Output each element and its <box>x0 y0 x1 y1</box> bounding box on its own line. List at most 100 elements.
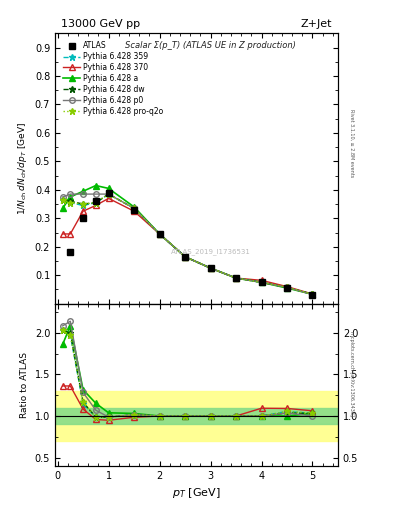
Pythia 6.428 pro-q2o <box>208 265 213 271</box>
Pythia 6.428 dw <box>183 253 187 260</box>
Pythia 6.428 p0 <box>68 191 73 197</box>
Pythia 6.428 370 <box>106 195 111 201</box>
Pythia 6.428 359 <box>234 275 239 281</box>
Pythia 6.428 pro-q2o <box>310 291 315 297</box>
Pythia 6.428 dw <box>285 284 289 290</box>
Pythia 6.428 359 <box>310 291 315 297</box>
Text: Scalar Σ(p_T) (ATLAS UE in Z production): Scalar Σ(p_T) (ATLAS UE in Z production) <box>125 41 296 50</box>
Pythia 6.428 370 <box>285 284 289 290</box>
Pythia 6.428 pro-q2o <box>157 231 162 237</box>
Pythia 6.428 370 <box>208 265 213 271</box>
Pythia 6.428 dw <box>259 279 264 285</box>
Pythia 6.428 370 <box>259 278 264 284</box>
Pythia 6.428 370 <box>132 208 136 214</box>
Pythia 6.428 a <box>60 205 65 211</box>
Pythia 6.428 p0 <box>60 194 65 200</box>
Pythia 6.428 370 <box>183 253 187 260</box>
Pythia 6.428 pro-q2o <box>234 275 239 281</box>
Pythia 6.428 dw <box>68 198 73 204</box>
Pythia 6.428 p0 <box>285 284 289 290</box>
Pythia 6.428 pro-q2o <box>259 279 264 285</box>
ATLAS <box>183 253 187 260</box>
Pythia 6.428 p0 <box>132 205 136 211</box>
Pythia 6.428 pro-q2o <box>106 191 111 197</box>
Legend: ATLAS, Pythia 6.428 359, Pythia 6.428 370, Pythia 6.428 a, Pythia 6.428 dw, Pyth: ATLAS, Pythia 6.428 359, Pythia 6.428 37… <box>62 40 165 117</box>
Pythia 6.428 370 <box>234 275 239 281</box>
Pythia 6.428 a <box>234 275 239 281</box>
Pythia 6.428 pro-q2o <box>183 253 187 260</box>
Pythia 6.428 p0 <box>259 279 264 285</box>
ATLAS <box>94 198 98 204</box>
Pythia 6.428 359 <box>259 279 264 285</box>
Pythia 6.428 359 <box>68 200 73 206</box>
Pythia 6.428 a <box>157 231 162 237</box>
Pythia 6.428 dw <box>60 197 65 203</box>
Line: Pythia 6.428 a: Pythia 6.428 a <box>60 182 316 297</box>
Pythia 6.428 a <box>208 265 213 271</box>
Pythia 6.428 359 <box>285 284 289 290</box>
Pythia 6.428 pro-q2o <box>132 205 136 211</box>
ATLAS <box>157 231 162 237</box>
Pythia 6.428 dw <box>94 200 98 206</box>
ATLAS <box>285 285 289 291</box>
ATLAS <box>106 189 111 196</box>
Pythia 6.428 a <box>68 194 73 200</box>
Pythia 6.428 370 <box>60 231 65 237</box>
Pythia 6.428 370 <box>81 208 85 214</box>
Pythia 6.428 370 <box>94 202 98 208</box>
Pythia 6.428 pro-q2o <box>68 200 73 206</box>
ATLAS <box>68 249 73 255</box>
Pythia 6.428 359 <box>183 253 187 260</box>
Line: Pythia 6.428 359: Pythia 6.428 359 <box>59 190 316 298</box>
Pythia 6.428 359 <box>94 200 98 206</box>
Pythia 6.428 a <box>132 204 136 210</box>
Pythia 6.428 p0 <box>183 253 187 260</box>
Pythia 6.428 dw <box>157 231 162 237</box>
Bar <box>55 391 338 441</box>
Pythia 6.428 dw <box>106 191 111 197</box>
Pythia 6.428 a <box>310 291 315 297</box>
Text: Z+Jet: Z+Jet <box>301 19 332 29</box>
ATLAS <box>208 265 213 271</box>
Pythia 6.428 359 <box>60 197 65 203</box>
Pythia 6.428 a <box>285 285 289 291</box>
Bar <box>55 408 338 424</box>
Pythia 6.428 dw <box>132 205 136 211</box>
ATLAS <box>310 291 315 297</box>
Line: Pythia 6.428 pro-q2o: Pythia 6.428 pro-q2o <box>59 190 316 298</box>
Pythia 6.428 p0 <box>94 191 98 197</box>
Pythia 6.428 dw <box>234 275 239 281</box>
Pythia 6.428 pro-q2o <box>285 284 289 290</box>
Line: Pythia 6.428 370: Pythia 6.428 370 <box>60 195 316 297</box>
Pythia 6.428 p0 <box>157 231 162 237</box>
Pythia 6.428 dw <box>208 265 213 271</box>
Y-axis label: Ratio to ATLAS: Ratio to ATLAS <box>20 352 29 418</box>
Pythia 6.428 p0 <box>234 275 239 281</box>
Pythia 6.428 a <box>106 185 111 191</box>
Pythia 6.428 pro-q2o <box>60 197 65 203</box>
Pythia 6.428 359 <box>81 202 85 208</box>
Text: 13000 GeV pp: 13000 GeV pp <box>61 19 140 29</box>
Pythia 6.428 370 <box>68 231 73 237</box>
Pythia 6.428 a <box>183 253 187 260</box>
Pythia 6.428 p0 <box>81 191 85 197</box>
Pythia 6.428 a <box>259 279 264 285</box>
Line: Pythia 6.428 p0: Pythia 6.428 p0 <box>60 191 315 297</box>
ATLAS <box>81 215 85 221</box>
Pythia 6.428 dw <box>310 291 315 297</box>
Pythia 6.428 370 <box>157 231 162 237</box>
X-axis label: $p_T$ [GeV]: $p_T$ [GeV] <box>172 486 221 500</box>
Line: ATLAS: ATLAS <box>67 189 316 297</box>
Pythia 6.428 p0 <box>208 265 213 271</box>
Pythia 6.428 pro-q2o <box>94 200 98 206</box>
Pythia 6.428 pro-q2o <box>81 201 85 207</box>
Y-axis label: $1/N_\mathrm{ch}\,dN_\mathrm{ch}/dp_T$ [GeV]: $1/N_\mathrm{ch}\,dN_\mathrm{ch}/dp_T$ [… <box>16 122 29 215</box>
Pythia 6.428 a <box>94 182 98 188</box>
ATLAS <box>132 207 136 213</box>
Pythia 6.428 p0 <box>310 291 315 297</box>
Pythia 6.428 359 <box>106 191 111 197</box>
Text: Rivet 3.1.10, ≥ 2.8M events: Rivet 3.1.10, ≥ 2.8M events <box>349 109 354 178</box>
Pythia 6.428 p0 <box>106 191 111 197</box>
ATLAS <box>259 279 264 285</box>
Text: mcplots.cern.ch [arXiv:1306.3436]: mcplots.cern.ch [arXiv:1306.3436] <box>349 331 354 416</box>
